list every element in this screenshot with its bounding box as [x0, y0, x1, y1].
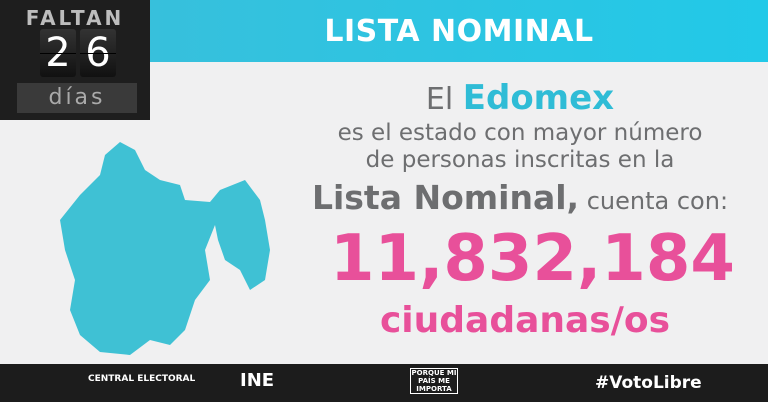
message-line1: El Edomex	[290, 78, 750, 118]
state-name: Edomex	[462, 78, 615, 118]
porque-mi-pais-logo: PORQUE MI PAÍS ME IMPORTA	[410, 368, 458, 394]
line4-rest: cuenta con:	[586, 187, 729, 215]
message-line4: Lista Nominal, cuenta con:	[290, 178, 750, 217]
countdown-digit: 2	[40, 29, 76, 77]
lista-nominal: Lista Nominal,	[311, 178, 580, 217]
ine-logo: INE	[240, 370, 275, 391]
edomex-map	[60, 142, 270, 355]
prefix: El	[425, 82, 454, 117]
hashtag: #VotoLibre	[595, 373, 702, 393]
footer: CENTRAL ELECTORAL INE PORQUE MI PAÍS ME …	[0, 364, 768, 402]
countdown: FALTAN 2 6 días	[0, 0, 150, 120]
message-line2: es el estado con mayor número	[337, 120, 703, 146]
voter-count: 11,832,184	[330, 222, 735, 296]
header-title: LISTA NOMINAL	[324, 13, 594, 49]
countdown-label: FALTAN	[25, 6, 125, 30]
header-banner: LISTA NOMINAL	[150, 0, 768, 62]
countdown-unit: días	[17, 83, 137, 113]
voter-unit: ciudadanas/os	[379, 300, 671, 341]
central-electoral-logo: CENTRAL ELECTORAL	[88, 374, 196, 384]
countdown-digit: 6	[80, 29, 116, 77]
message-line3: de personas inscritas en la	[365, 147, 675, 173]
